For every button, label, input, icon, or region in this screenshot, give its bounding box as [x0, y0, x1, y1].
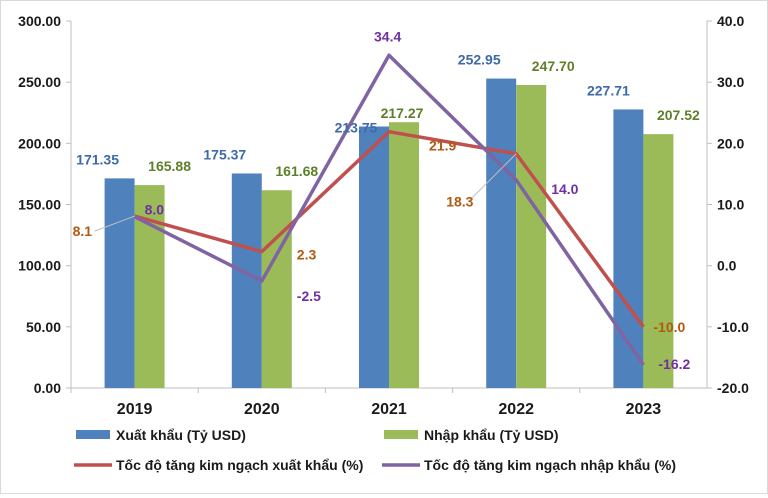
y-left-tick-label: 0.00: [34, 380, 61, 396]
legend-swatch: [384, 430, 418, 439]
legend-label: Tốc độ tăng kim ngạch xuất khẩu (%): [116, 457, 363, 473]
bar-data-label: 252.95: [458, 52, 501, 68]
x-tick-label: 2021: [371, 401, 407, 418]
bar-data-label: 207.52: [657, 107, 700, 123]
y-right-tick-label: 10.0: [717, 197, 744, 213]
bar-import: [516, 84, 547, 388]
line-data-label: 18.3: [446, 194, 473, 210]
y-left-tick-label: 50.00: [26, 319, 61, 335]
axes-group: 0.00 50.00 100.00 150.00 200.00 250.00 300.00 -…: [18, 13, 749, 418]
legend: Xuất khẩu (Tỷ USD) Nhập khẩu (Tỷ USD) Tốc …: [74, 427, 676, 473]
line-data-label: 2.3: [297, 247, 317, 263]
x-tick-label: 2020: [244, 401, 280, 418]
y-left-tick-label: 150.00: [18, 197, 61, 213]
x-tick-label: 2019: [117, 401, 153, 418]
y-right-tick-label: 20.0: [717, 135, 744, 151]
y-left-tick-label: 200.00: [18, 135, 61, 151]
bar-data-label: 161.68: [275, 163, 318, 179]
bars-group: [104, 78, 674, 389]
y-right-tick-label: 40.0: [717, 13, 744, 29]
bar-export: [359, 126, 389, 388]
bar-data-label: 217.27: [381, 105, 424, 121]
bar-import: [261, 190, 292, 388]
bar-import: [643, 134, 674, 388]
bar-data-label: 175.37: [203, 146, 246, 162]
bar-export: [231, 173, 262, 388]
line-data-label: -2.5: [297, 288, 321, 304]
data-labels-group: 171.35 175.37 213.75 252.95 227.71 165.88 161.…: [73, 28, 700, 372]
leader-line: [467, 153, 517, 203]
y-left-tick-label: 250.00: [18, 74, 61, 90]
leader-line: [94, 215, 135, 232]
legend-label: Nhập khẩu (Tỷ USD): [424, 427, 559, 443]
line-data-label: 34.4: [374, 28, 401, 44]
lines-group: [133, 53, 645, 366]
bar-import: [389, 122, 419, 389]
legend-swatch: [76, 430, 110, 439]
line-export-growth: [134, 129, 645, 328]
line-data-label: 14.0: [551, 181, 578, 197]
bar-data-label: 165.88: [148, 158, 191, 174]
y-left-tick-label: 100.00: [18, 258, 61, 274]
y-right-tick-label: -20.0: [717, 380, 749, 396]
bar-data-label: 227.71: [587, 82, 630, 98]
line-data-label: -10.0: [653, 319, 685, 335]
y-right-tick-label: 0.0: [717, 258, 737, 274]
bar-export: [486, 78, 517, 388]
bar-data-label: 171.35: [76, 151, 119, 167]
bar-data-label: 213.75: [335, 120, 378, 136]
y-right-tick-label: -10.0: [717, 319, 749, 335]
bar-export: [104, 178, 135, 388]
line-data-label: -16.2: [658, 356, 690, 372]
x-tick-label: 2022: [498, 401, 534, 418]
x-tick-label: 2023: [626, 401, 662, 418]
line-data-label: 21.9: [429, 138, 456, 154]
bar-export: [613, 109, 644, 389]
line-data-label: 8.1: [73, 223, 93, 239]
y-left-tick-label: 300.00: [18, 13, 61, 29]
legend-label: Xuất khẩu (Tỷ USD): [116, 427, 246, 443]
legend-label: Tốc độ tăng kim ngạch nhập khẩu (%): [424, 457, 676, 473]
line-import-growth: [133, 53, 645, 366]
y-right-tick-label: 30.0: [717, 74, 744, 90]
bar-data-label: 247.70: [532, 58, 575, 74]
line-data-label: 8.0: [145, 202, 165, 218]
